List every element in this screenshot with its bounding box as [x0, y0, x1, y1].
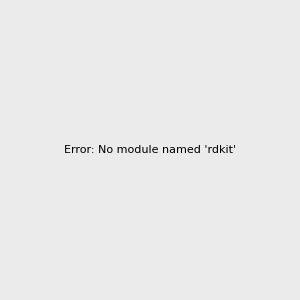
Text: Error: No module named 'rdkit': Error: No module named 'rdkit' — [64, 145, 236, 155]
